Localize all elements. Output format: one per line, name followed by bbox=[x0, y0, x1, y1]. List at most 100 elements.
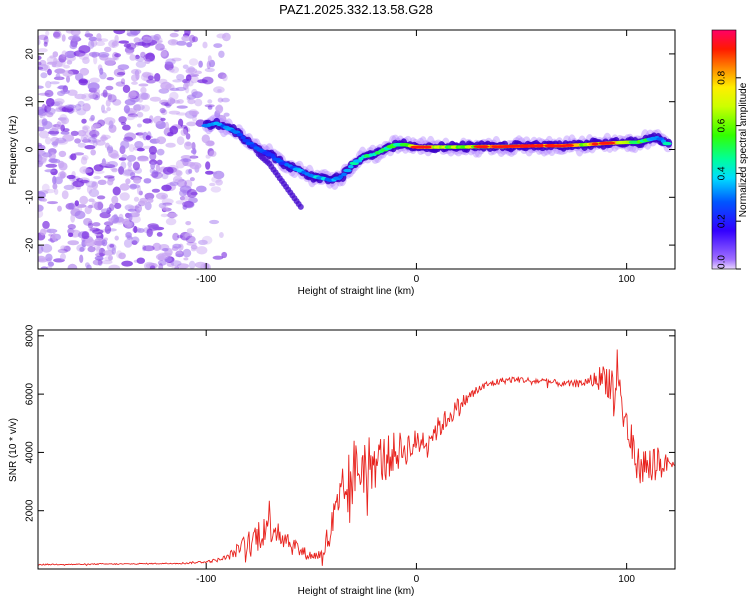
noise-blob bbox=[92, 259, 103, 266]
noise-blob bbox=[134, 56, 145, 62]
noise-blob bbox=[181, 35, 191, 42]
noise-blob bbox=[74, 210, 86, 220]
spectrogram-noise bbox=[38, 30, 231, 269]
ridge-core bbox=[242, 139, 251, 143]
noise-blob bbox=[53, 140, 58, 146]
noise-blob bbox=[40, 266, 48, 269]
noise-blob bbox=[153, 33, 161, 41]
noise-blob bbox=[207, 99, 213, 104]
noise-blob bbox=[150, 173, 155, 177]
noise-blob bbox=[189, 177, 195, 182]
noise-blob bbox=[152, 225, 159, 230]
noise-blob bbox=[209, 219, 220, 225]
noise-blob bbox=[133, 104, 145, 111]
spectrogram-y-axis: -20 -10 0 10 20 bbox=[25, 48, 675, 252]
noise-blob bbox=[45, 80, 52, 89]
colorbar-tick-label: 0.4 bbox=[717, 166, 728, 180]
noise-blob bbox=[169, 91, 179, 101]
ridge-peak bbox=[530, 144, 545, 148]
noise-blob bbox=[158, 88, 170, 94]
noise-blob bbox=[186, 42, 193, 48]
noise-blob bbox=[144, 192, 155, 200]
noise-blob bbox=[61, 34, 66, 42]
noise-blob bbox=[38, 142, 42, 147]
noise-blob bbox=[39, 130, 49, 139]
noise-blob bbox=[160, 213, 169, 218]
noise-blob bbox=[38, 126, 45, 132]
noise-blob bbox=[182, 248, 192, 258]
noise-blob bbox=[175, 159, 186, 169]
noise-blob bbox=[38, 48, 48, 53]
noise-blob bbox=[90, 149, 96, 156]
noise-blob bbox=[197, 79, 208, 84]
noise-blob bbox=[111, 168, 118, 173]
x-tick-label: -100 bbox=[196, 574, 216, 585]
noise-blob bbox=[189, 75, 199, 84]
noise-blob bbox=[109, 244, 115, 248]
noise-blob bbox=[172, 232, 180, 241]
noise-blob bbox=[161, 194, 167, 199]
noise-blob bbox=[141, 104, 150, 112]
noise-blob bbox=[149, 265, 156, 269]
noise-blob bbox=[68, 232, 74, 238]
noise-blob bbox=[142, 245, 155, 252]
noise-blob bbox=[93, 123, 101, 128]
noise-blob bbox=[102, 250, 114, 256]
noise-blob bbox=[73, 152, 85, 156]
noise-blob bbox=[194, 98, 203, 107]
noise-blob bbox=[160, 81, 172, 90]
noise-blob bbox=[127, 166, 132, 172]
noise-blob bbox=[38, 61, 42, 66]
noise-blob bbox=[120, 121, 126, 126]
y-tick-label: 4000 bbox=[25, 441, 36, 464]
noise-blob bbox=[67, 89, 78, 96]
noise-blob bbox=[209, 150, 217, 157]
noise-blob bbox=[47, 68, 52, 76]
noise-blob bbox=[156, 159, 163, 166]
noise-blob bbox=[176, 136, 185, 146]
noise-blob bbox=[106, 77, 115, 81]
noise-blob bbox=[158, 202, 167, 209]
noise-blob bbox=[45, 163, 58, 168]
noise-blob bbox=[135, 60, 147, 68]
noise-blob bbox=[97, 179, 107, 185]
noise-blob bbox=[168, 110, 181, 115]
noise-blob bbox=[155, 164, 161, 172]
noise-blob bbox=[58, 150, 67, 158]
noise-blob bbox=[61, 190, 69, 200]
noise-blob bbox=[67, 240, 79, 246]
noise-blob bbox=[165, 217, 177, 226]
noise-blob bbox=[138, 83, 149, 87]
noise-blob bbox=[215, 179, 223, 186]
noise-blob bbox=[140, 200, 148, 204]
noise-blob bbox=[134, 208, 140, 217]
noise-blob bbox=[146, 79, 156, 84]
noise-blob bbox=[175, 112, 188, 116]
noise-blob bbox=[188, 34, 196, 44]
noise-blob bbox=[205, 161, 211, 170]
noise-blob bbox=[159, 47, 167, 52]
noise-blob bbox=[185, 133, 191, 140]
noise-blob bbox=[113, 30, 126, 35]
noise-blob bbox=[45, 98, 55, 107]
noise-blob bbox=[41, 198, 47, 202]
noise-blob bbox=[48, 158, 58, 163]
noise-blob bbox=[139, 197, 148, 204]
noise-blob bbox=[104, 225, 112, 234]
y-tick-label: -10 bbox=[25, 190, 36, 205]
noise-blob bbox=[38, 209, 44, 218]
noise-blob bbox=[137, 228, 145, 233]
ridge-peak bbox=[591, 142, 599, 146]
noise-blob bbox=[120, 78, 126, 85]
noise-blob bbox=[146, 228, 153, 237]
noise-blob bbox=[160, 117, 166, 122]
noise-blob bbox=[62, 70, 74, 77]
noise-blob bbox=[88, 92, 96, 99]
ridge-core bbox=[662, 141, 672, 146]
noise-blob bbox=[209, 182, 216, 187]
y-tick-label: 8000 bbox=[25, 324, 36, 347]
noise-blob bbox=[63, 245, 71, 252]
noise-blob bbox=[72, 180, 85, 188]
noise-blob bbox=[213, 43, 223, 48]
y-tick-label: 10 bbox=[25, 96, 36, 108]
